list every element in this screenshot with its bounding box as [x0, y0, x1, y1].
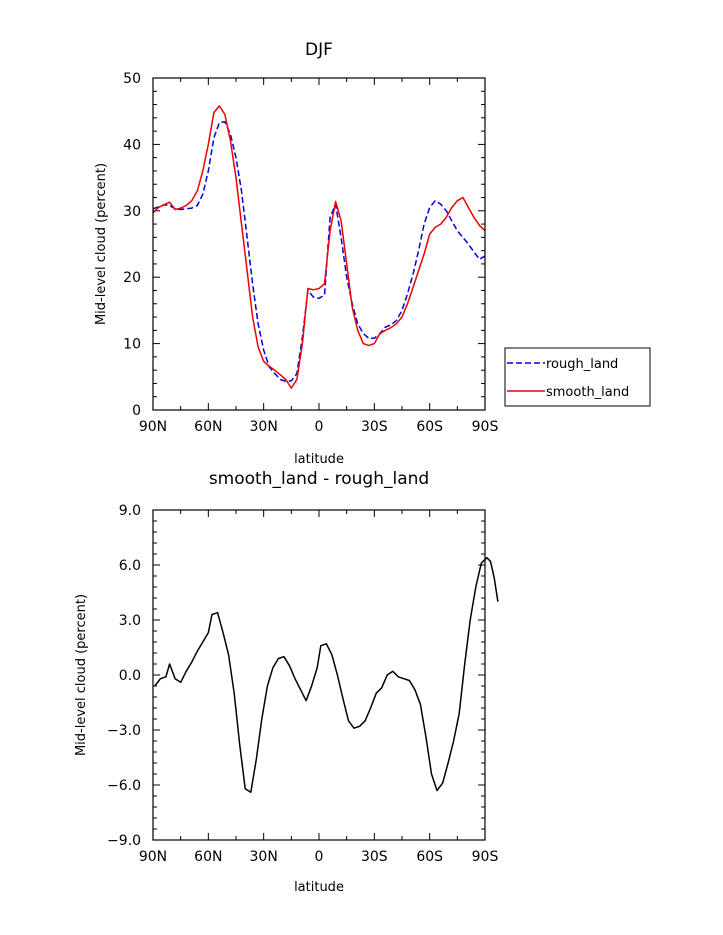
top-x-tick-label: 0 [315, 419, 324, 435]
bottom-series-line-difference [154, 556, 499, 794]
top-x-tick-label: 30S [361, 419, 388, 435]
bottom-y-tick-label: 3.0 [119, 613, 141, 629]
bottom-y-tick-label: −9.0 [107, 833, 141, 849]
bottom-chart-xlabel: latitude [294, 880, 344, 895]
bottom-x-tick-label: 90N [139, 849, 167, 865]
bottom-chart-title: smooth_land - rough_land [209, 469, 429, 489]
bottom-y-tick-label: 9.0 [119, 503, 141, 519]
top-chart-frame [152, 77, 486, 411]
top-chart-xlabel: latitude [294, 452, 344, 467]
top-y-tick-label: 0 [132, 403, 141, 419]
top-y-tick-label: 20 [123, 270, 141, 286]
bottom-x-tick-label: 60S [416, 849, 443, 865]
legend: rough_land smooth_land [504, 347, 651, 407]
top-x-tick-label: 60N [194, 419, 222, 435]
bottom-x-tick-label: 30S [361, 849, 388, 865]
bottom-chart-ticks: 90N 60N 30N 0 30S 60S 90S 9.0 6.0 3.0 0.0 −3.0 −6.0 −… [107, 503, 498, 865]
bottom-x-tick-label: 0 [315, 849, 324, 865]
bottom-y-tick-label: −6.0 [107, 778, 141, 794]
bottom-x-tick-label: 30N [250, 849, 278, 865]
legend-label-rough-land: rough_land [546, 357, 618, 372]
top-series-line-smooth-land [152, 105, 486, 389]
bottom-chart-frame [152, 509, 486, 841]
top-x-tick-label: 90S [472, 419, 499, 435]
top-y-tick-label: 10 [123, 337, 141, 353]
bottom-chart-panel: smooth_land - rough_land latitude Mid-le… [74, 469, 499, 895]
top-x-tick-label: 60S [416, 419, 443, 435]
bottom-x-tick-label: 90S [472, 849, 499, 865]
bottom-x-tick-label: 60N [194, 849, 222, 865]
top-chart-ylabel: Mid-level cloud (percent) [94, 163, 109, 325]
top-chart-title: DJF [305, 40, 333, 60]
top-chart-ticks: 90N 60N 30N 0 30S 60S 90S 0 10 20 30 40 50 [123, 71, 498, 435]
legend-label-smooth-land: smooth_land [546, 385, 629, 400]
bottom-y-tick-label: 0.0 [119, 668, 141, 684]
legend-box [504, 347, 651, 407]
top-y-tick-label: 30 [123, 204, 141, 220]
bottom-chart-series [154, 556, 499, 794]
bottom-chart-ylabel: Mid-level cloud (percent) [74, 594, 89, 756]
bottom-y-tick-label: 6.0 [119, 558, 141, 574]
top-y-tick-label: 50 [123, 71, 141, 87]
top-chart-series [152, 105, 486, 389]
bottom-y-tick-label: −3.0 [107, 723, 141, 739]
top-chart-panel: DJF latitude Mid-level cloud (percent) 9… [94, 40, 498, 467]
top-x-tick-label: 90N [139, 419, 167, 435]
top-y-tick-label: 40 [123, 137, 141, 153]
top-series-line-rough-land [152, 121, 486, 383]
top-x-tick-label: 30N [250, 419, 278, 435]
